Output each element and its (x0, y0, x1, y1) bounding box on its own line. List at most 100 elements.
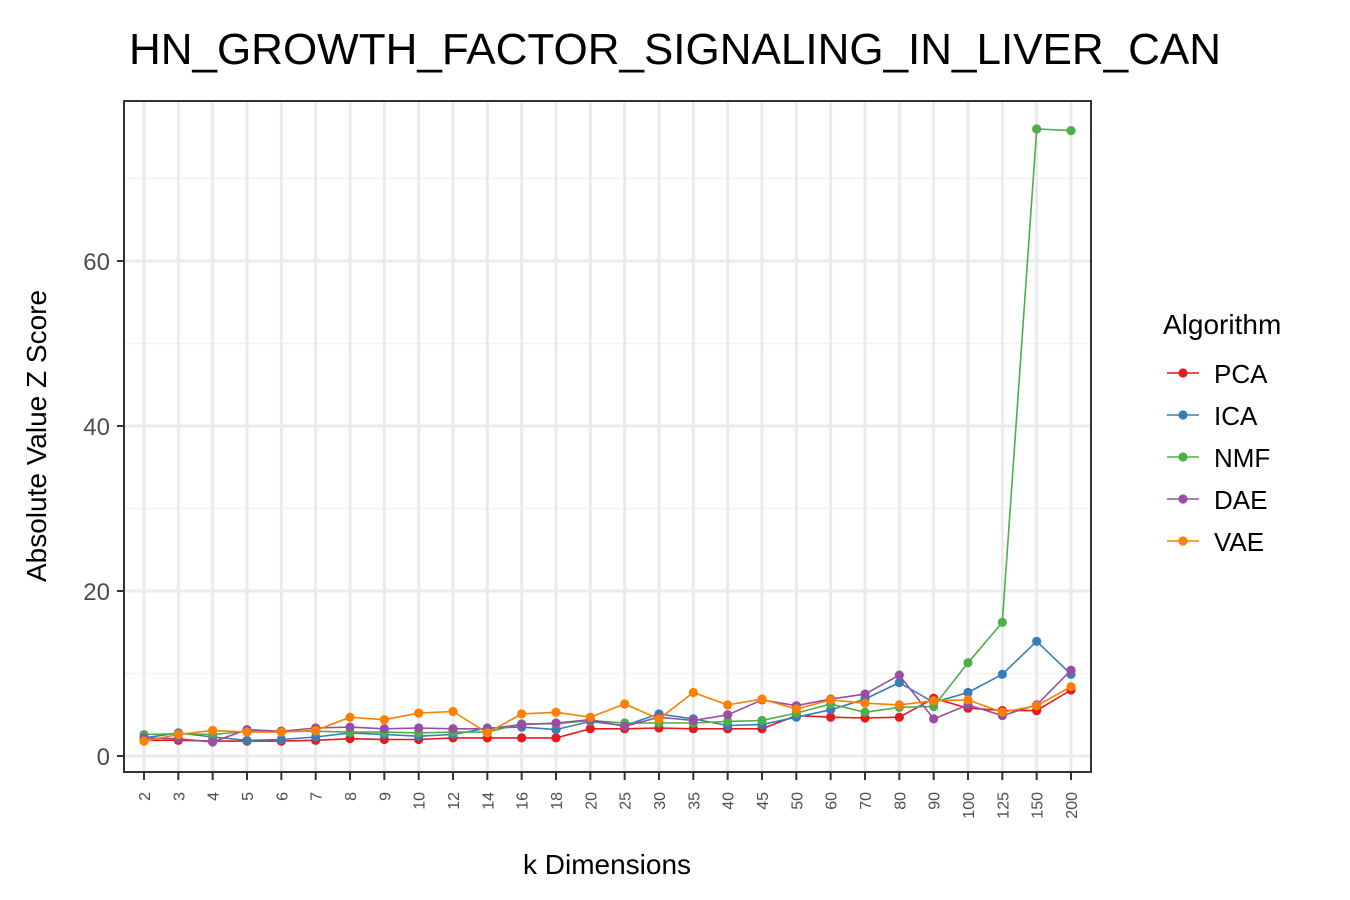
data-point (997, 617, 1007, 627)
data-point (894, 670, 904, 680)
data-point (1066, 126, 1076, 136)
data-point (963, 695, 973, 705)
legend-item-dae: DAE (1167, 485, 1267, 515)
legend-key-point (1178, 410, 1188, 420)
data-point (1032, 701, 1042, 711)
x-tick-label: 9 (377, 792, 394, 801)
y-axis-title: Absolute Value Z Score (21, 290, 52, 582)
legend-key-point (1178, 368, 1188, 378)
data-point (963, 658, 973, 668)
x-tick-label: 80 (892, 792, 909, 810)
x-tick-label: 18 (549, 792, 566, 810)
data-point (757, 694, 767, 704)
data-point (585, 712, 595, 722)
y-tick-label: 20 (83, 579, 110, 606)
legend-title: Algorithm (1163, 309, 1281, 340)
data-point (379, 715, 389, 725)
x-tick-label: 60 (824, 792, 841, 810)
data-point (276, 734, 286, 745)
legend-item-ica: ICA (1167, 401, 1258, 431)
legend-label: DAE (1214, 485, 1267, 515)
data-point (654, 714, 664, 724)
data-point (585, 724, 595, 734)
x-tick-label: 125 (995, 792, 1012, 819)
series-nmf (139, 124, 1076, 740)
data-point (414, 723, 424, 733)
x-tick-label: 200 (1064, 792, 1081, 819)
data-point (173, 729, 183, 740)
series-line (143, 128, 1072, 736)
data-point (1066, 665, 1076, 675)
data-point (208, 737, 218, 747)
data-point (723, 716, 733, 726)
series-line (143, 640, 1072, 742)
x-tick-label: 40 (721, 792, 738, 810)
data-point (723, 710, 733, 720)
data-point (379, 724, 389, 734)
chart-title: HN_GROWTH_FACTOR_SIGNALING_IN_LIVER_CAN (129, 25, 1221, 74)
data-point (860, 689, 870, 699)
data-point (929, 696, 939, 706)
x-tick-label: 10 (412, 792, 429, 810)
x-tick-label: 7 (309, 792, 326, 801)
legend: Algorithm PCA ICA NMF DAE VAE (1163, 309, 1281, 557)
data-point (482, 728, 492, 738)
x-tick-label: 70 (858, 792, 875, 810)
data-point (345, 722, 355, 732)
x-tick-label: 150 (1030, 792, 1047, 819)
data-point (723, 700, 733, 710)
x-tick-label: 12 (446, 792, 463, 810)
data-point (860, 698, 870, 708)
data-point (1032, 636, 1042, 646)
legend-key-point (1178, 452, 1188, 462)
data-point (963, 687, 973, 698)
x-tick-label: 8 (343, 792, 360, 801)
data-point (414, 708, 424, 718)
data-point (551, 733, 561, 743)
data-point (929, 714, 939, 724)
series-vae (139, 682, 1076, 746)
data-point (311, 725, 321, 736)
data-point (1066, 682, 1076, 692)
data-point (894, 677, 904, 688)
data-point (894, 700, 904, 710)
legend-item-nmf: NMF (1167, 443, 1270, 473)
data-point (276, 727, 286, 737)
legend-key-point (1178, 536, 1188, 546)
x-tick-label: 45 (755, 792, 772, 810)
data-point (448, 724, 458, 734)
plot-panel-border (123, 100, 1092, 773)
legend-label: NMF (1214, 443, 1270, 473)
legend-label: ICA (1214, 401, 1258, 431)
x-tick-label: 16 (515, 792, 532, 810)
y-tick-label: 0 (97, 744, 110, 771)
data-point (242, 727, 252, 737)
data-point (1032, 124, 1042, 134)
x-tick-label: 4 (206, 792, 223, 801)
x-tick-label: 5 (240, 792, 257, 801)
data-point (517, 733, 527, 743)
data-point (139, 736, 149, 746)
data-point (551, 718, 561, 728)
data-point (791, 704, 801, 714)
data-point (242, 735, 252, 745)
data-point (345, 712, 355, 722)
data-point (826, 712, 836, 722)
data-point (620, 721, 630, 731)
data-point (688, 715, 698, 726)
series-line (143, 686, 1072, 742)
data-point (517, 709, 527, 719)
legend-label: VAE (1214, 527, 1264, 557)
x-axis-title: k Dimensions (523, 849, 691, 880)
legend-item-pca: PCA (1167, 359, 1268, 389)
y-tick-label: 40 (83, 414, 110, 441)
grid (124, 101, 1091, 772)
x-tick-label: 50 (789, 792, 806, 810)
x-tick-label: 2 (137, 792, 154, 801)
x-tick-label: 25 (618, 792, 635, 810)
data-point (826, 695, 836, 705)
series-line (144, 689, 1072, 742)
series-layer (139, 124, 1076, 747)
legend-key-point (1178, 494, 1188, 504)
